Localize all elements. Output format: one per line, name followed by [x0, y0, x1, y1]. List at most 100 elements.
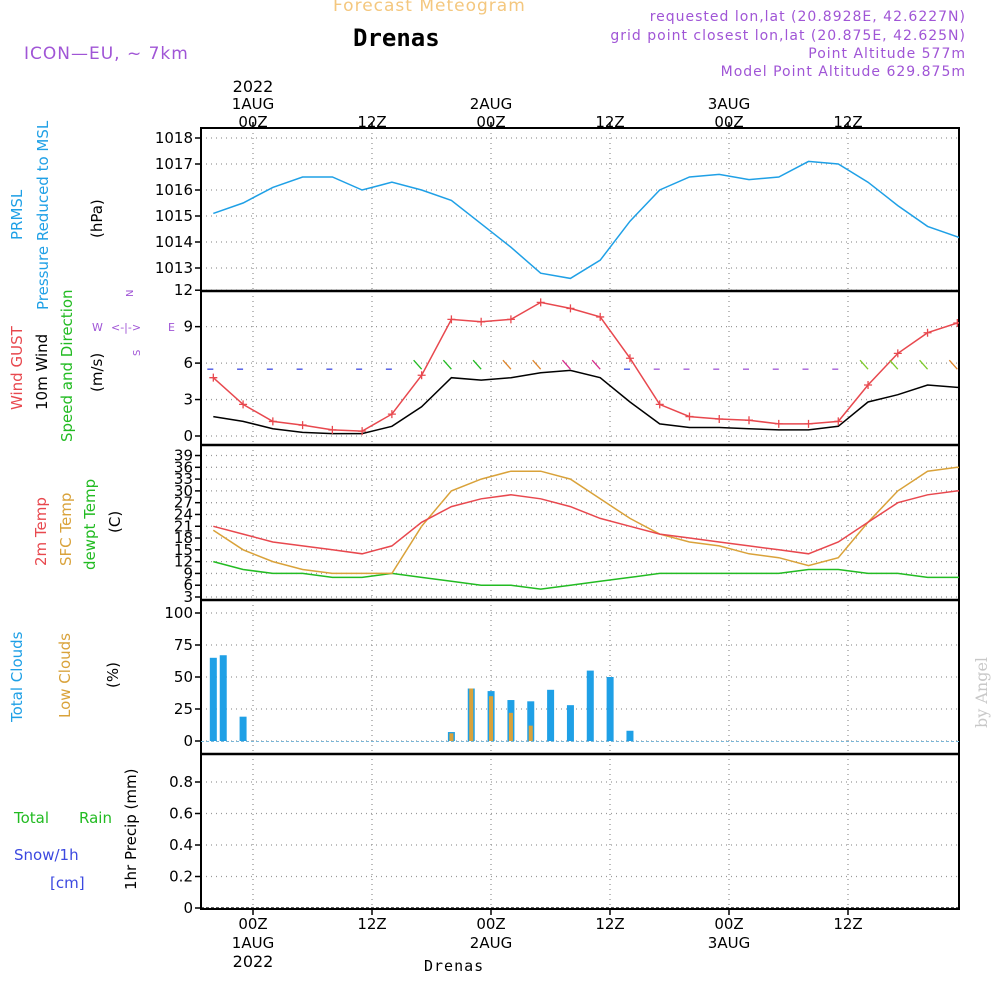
low-cloud-bar: [508, 712, 513, 741]
temp-tick-label: 12: [174, 553, 193, 571]
wind-direction-arrow: [472, 359, 482, 370]
grid-point-coords: grid point closest lon,lat (20.875E, 42.…: [610, 28, 966, 44]
total-cloud-bar: [239, 716, 247, 741]
gust-marker: [328, 425, 337, 434]
gust-marker: [715, 414, 724, 423]
low-cloud-bar: [449, 733, 454, 741]
top-date-label: 1AUG: [232, 95, 274, 113]
wind-direction-arrow: [859, 359, 869, 370]
precip-label-unit: [cm]: [50, 874, 85, 892]
wind-direction-arrow: [948, 359, 958, 370]
wind-direction-arrow: [502, 359, 512, 370]
wind-tick-label: 12: [174, 281, 193, 299]
clouds-tick-label: 50: [174, 668, 193, 686]
total-cloud-bar: [547, 689, 555, 741]
bottom-time-label: 12Z: [357, 915, 386, 933]
wind-tick-label: 3: [183, 391, 193, 409]
temp-tick-label: 33: [174, 470, 193, 488]
compass-e: E: [168, 321, 175, 334]
gust-marker: [864, 380, 873, 389]
model-altitude: Model Point Altitude 629.875m: [720, 64, 966, 80]
wind-direction-arrow: [919, 359, 929, 370]
precip-label-rain: Rain: [79, 809, 112, 827]
pressure-tick-label: 1015: [155, 207, 193, 225]
gust-marker: [655, 400, 664, 409]
pressure-tick-label: 1018: [155, 129, 193, 147]
precip-label-snow: Snow/1h: [14, 846, 79, 864]
clouds-tick-label: 25: [174, 700, 193, 718]
temp-tick-label: 9: [183, 564, 193, 582]
total-cloud-bar: [566, 705, 574, 741]
wind-speed-line: [213, 369, 959, 435]
plot-area: [201, 160, 991, 909]
top-time-label: 00Z: [476, 113, 505, 131]
low-cloud-bar: [469, 688, 474, 741]
wind-tick-label: 0: [183, 427, 193, 445]
total-cloud-bar: [219, 655, 227, 741]
top-date-label: 3AUG: [708, 95, 750, 113]
footer-station: Drenas: [424, 957, 485, 975]
gust-marker: [506, 315, 515, 324]
clouds-tick-label: 75: [174, 636, 193, 654]
top-time-label: 12Z: [833, 113, 862, 131]
bottom-time-label: 00Z: [714, 915, 743, 933]
compass-arrows: <-|->: [111, 321, 141, 334]
gust-marker: [358, 427, 367, 436]
wind-gust-line: [212, 301, 959, 432]
temp-tick-label: 18: [174, 529, 193, 547]
dewpoint-line: [213, 560, 959, 590]
point-altitude: Point Altitude 577m: [808, 46, 966, 62]
total-cloud-bar: [527, 701, 535, 741]
gust-marker: [685, 412, 694, 421]
wind-tick-label: 9: [183, 318, 193, 336]
gust-marker: [209, 373, 218, 382]
low-cloud-bar: [528, 725, 533, 741]
bottom-date-label: 1AUG: [232, 934, 274, 952]
gust-marker: [536, 298, 545, 307]
bottom-time-label: 00Z: [238, 915, 267, 933]
station-title: Drenas: [353, 24, 440, 52]
temp-tick-label: 27: [174, 494, 193, 512]
pressure-line: [213, 160, 959, 280]
sfc-temp-line: [212, 466, 959, 575]
pressure-tick-label: 1013: [155, 259, 193, 277]
gust-marker: [804, 419, 813, 428]
bottom-time-label: 12Z: [595, 915, 624, 933]
chart-frame: [200, 127, 960, 910]
wind-direction-arrow: [889, 359, 899, 370]
gust-marker: [417, 371, 426, 380]
pressure-tick-label: 1016: [155, 181, 193, 199]
gust-marker: [834, 417, 843, 426]
clouds-tick-label: 0: [183, 732, 193, 750]
product-title: Forecast Meteogram: [333, 0, 526, 16]
top-year-label: 2022: [233, 77, 274, 96]
temp-tick-label: 36: [174, 458, 193, 476]
gust-marker: [239, 400, 248, 409]
bottom-time-label: 12Z: [833, 915, 862, 933]
temp-tick-label: 6: [183, 576, 193, 594]
temp-tick-label: 3: [183, 588, 193, 606]
total-cloud-bar: [626, 730, 634, 741]
bottom-time-label: 00Z: [476, 915, 505, 933]
precip-tick-label: 0.8: [169, 773, 193, 791]
top-time-label: 00Z: [714, 113, 743, 131]
compass-n: N: [125, 290, 136, 297]
wind-direction-arrow: [591, 359, 601, 370]
clouds-tick-label: 100: [164, 604, 193, 622]
top-time-label: 12Z: [595, 113, 624, 131]
temp-2m-line: [213, 490, 959, 555]
temp-tick-label: 24: [174, 505, 193, 523]
precip-tick-label: 0.6: [169, 805, 193, 823]
gust-marker: [983, 314, 991, 322]
bottom-date-label: 3AUG: [708, 934, 750, 952]
gust-marker: [953, 319, 959, 328]
wind-tick-label: 6: [183, 354, 193, 372]
temp-tick-label: 39: [174, 447, 193, 465]
compass-s: S: [132, 350, 143, 356]
top-date-label: 2AUG: [470, 95, 512, 113]
wind-direction-arrow: [979, 360, 987, 369]
wind-direction-arrow: [413, 359, 423, 370]
requested-coords: requested lon,lat (20.8928E, 42.6227N): [649, 9, 966, 25]
gust-marker: [447, 315, 456, 324]
